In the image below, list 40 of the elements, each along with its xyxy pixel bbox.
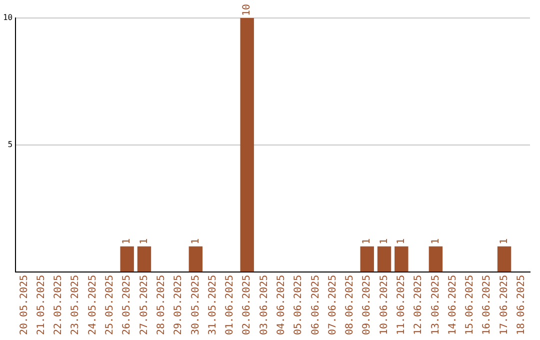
x-tick-label: 07.06.2025 bbox=[327, 274, 338, 336]
x-tick-label: 18.06.2025 bbox=[516, 274, 528, 336]
x-tick-label: 04.06.2025 bbox=[276, 274, 287, 336]
x-tick-label: 30.05.2025 bbox=[190, 274, 202, 336]
data-label: 1 bbox=[498, 238, 510, 244]
data-label: 1 bbox=[138, 238, 150, 244]
x-tick-label: 10.06.2025 bbox=[378, 274, 390, 336]
x-tick-label: 21.05.2025 bbox=[36, 274, 47, 336]
data-label: 1 bbox=[396, 238, 407, 244]
x-tick-label: 20.05.2025 bbox=[18, 274, 30, 336]
x-tick-label: 27.05.2025 bbox=[138, 274, 150, 336]
x-tick-label: 11.06.2025 bbox=[396, 274, 407, 336]
x-tick-label: 03.06.2025 bbox=[258, 274, 270, 336]
data-label: 1 bbox=[362, 238, 373, 244]
x-tick-label: 15.06.2025 bbox=[464, 274, 476, 336]
y-tick-label: 5 bbox=[8, 140, 13, 149]
data-label: 1 bbox=[378, 238, 390, 244]
x-tick-label: 26.05.2025 bbox=[122, 274, 133, 336]
x-tick-label: 06.06.2025 bbox=[310, 274, 322, 336]
data-label: 1 bbox=[430, 238, 442, 244]
x-tick-label: 01.06.2025 bbox=[224, 274, 236, 336]
x-tick-label: 28.05.2025 bbox=[156, 274, 167, 336]
x-tick-label: 29.05.2025 bbox=[173, 274, 184, 336]
x-tick-label: 05.06.2025 bbox=[293, 274, 304, 336]
data-label: 1 bbox=[190, 238, 202, 244]
x-tick-label: 12.06.2025 bbox=[413, 274, 424, 336]
data-label: 1 bbox=[122, 238, 133, 244]
x-tick-label: 08.06.2025 bbox=[344, 274, 356, 336]
x-tick-label: 14.06.2025 bbox=[447, 274, 458, 336]
x-tick-label: 23.05.2025 bbox=[70, 274, 82, 336]
x-tick-label: 25.05.2025 bbox=[104, 274, 116, 336]
x-tick-label: 09.06.2025 bbox=[362, 274, 373, 336]
data-label: 10 bbox=[242, 4, 253, 16]
x-tick-label: 02.06.2025 bbox=[242, 274, 253, 336]
x-tick-label: 17.06.2025 bbox=[498, 274, 510, 336]
x-tick-label: 24.05.2025 bbox=[87, 274, 98, 336]
x-tick-label: 31.05.2025 bbox=[207, 274, 218, 336]
x-tick-label: 22.05.2025 bbox=[53, 274, 64, 336]
x-tick-label: 13.06.2025 bbox=[430, 274, 442, 336]
x-tick-label: 16.06.2025 bbox=[482, 274, 493, 336]
